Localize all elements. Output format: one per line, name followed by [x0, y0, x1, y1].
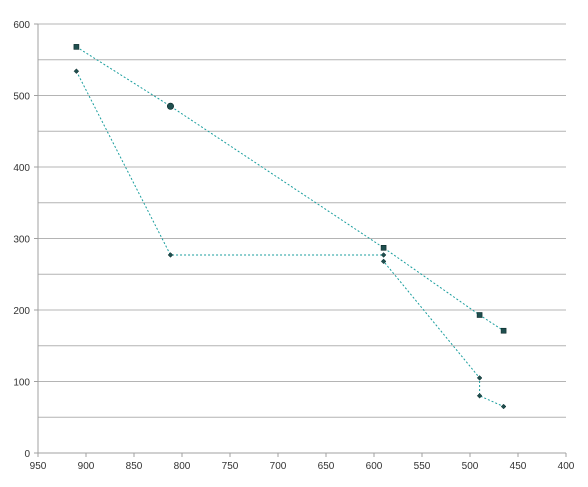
data-point [73, 68, 80, 74]
x-tick-label: 600 [366, 461, 383, 472]
x-tick-label: 800 [174, 461, 191, 472]
x-tick-label: 850 [126, 461, 143, 472]
y-tick-label: 200 [13, 306, 30, 317]
y-tick-label: 300 [13, 235, 30, 246]
x-tick-label: 950 [30, 461, 47, 472]
y-tick-label: 600 [13, 20, 30, 31]
x-tick-label: 550 [414, 461, 431, 472]
x-tick-label: 500 [462, 461, 479, 472]
x-tick-label: 900 [78, 461, 95, 472]
y-tick-label: 500 [13, 92, 30, 103]
gridlines [38, 23, 566, 418]
data-point [380, 244, 387, 251]
y-tick-label: 400 [13, 163, 30, 174]
data-point [166, 102, 174, 110]
data-point [476, 375, 483, 381]
data-point [500, 403, 507, 410]
data-point [476, 312, 483, 318]
series-2 [73, 68, 507, 410]
x-tick-label: 750 [222, 461, 239, 472]
series [73, 44, 507, 410]
x-tick-label: 650 [318, 461, 335, 472]
data-point [476, 393, 483, 399]
y-tick-label: 100 [13, 378, 30, 389]
data-point [380, 258, 387, 265]
y-tick-label: 0 [24, 449, 30, 460]
series-1 [73, 44, 507, 334]
data-point [73, 44, 80, 50]
x-tick-label: 400 [558, 461, 575, 472]
x-tick-label: 450 [510, 461, 527, 472]
series-line [76, 46, 504, 332]
data-point [380, 252, 387, 258]
x-tick-labels: 950 900 850 800 750 700 650 600 550 500 450 400 [30, 453, 575, 472]
data-point [500, 327, 507, 334]
data-point [167, 252, 174, 258]
x-tick-label: 700 [270, 461, 287, 472]
y-tick-labels: 0 100 200 300 400 500 600 [13, 20, 38, 460]
